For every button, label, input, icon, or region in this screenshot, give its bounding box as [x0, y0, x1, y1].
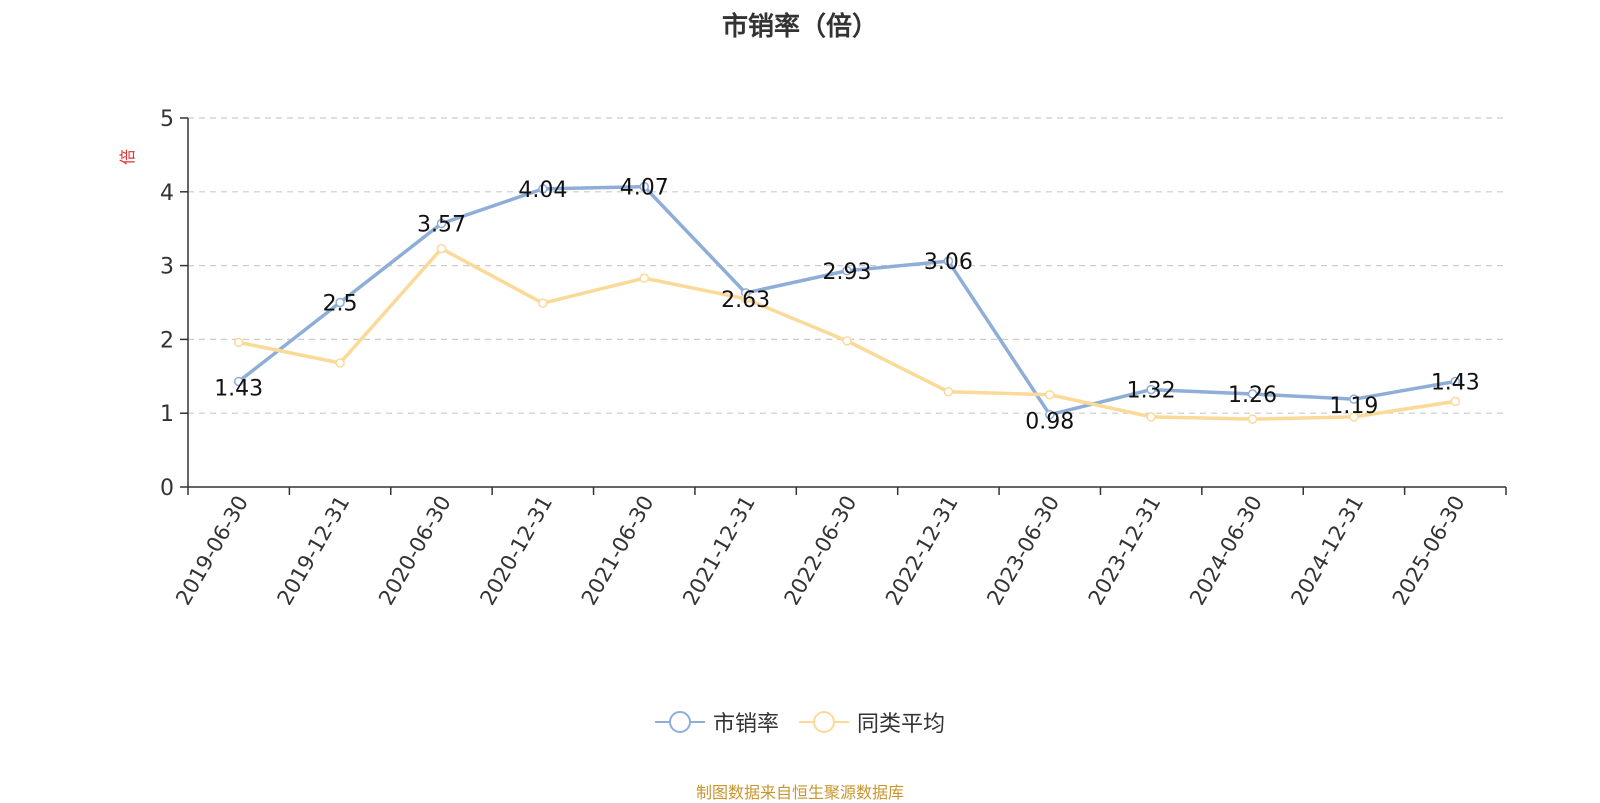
x-tick-label: 2022-06-30: [780, 492, 862, 610]
y-tick-label: 4: [160, 181, 174, 206]
x-tick-label: 2021-06-30: [577, 492, 659, 610]
data-labels: 1.43 2.5 3.57 4.04 4.07 2.63 2.93 3.06 0.98 1.32 1…: [214, 176, 1480, 435]
x-tick-label: 2023-12-31: [1084, 492, 1166, 610]
data-label: 1.43: [214, 376, 263, 401]
source-note: 制图数据来自恒生聚源数据库: [695, 783, 904, 802]
data-point: [233, 376, 244, 387]
data-label: 1.19: [1329, 394, 1378, 419]
y-tick-label: 0: [160, 476, 174, 501]
data-label: 4.04: [518, 178, 567, 203]
x-tick-label: 2019-06-30: [171, 492, 253, 610]
x-tick-label: 2020-12-31: [475, 492, 557, 610]
data-point: [335, 358, 345, 368]
data-point: [1450, 376, 1461, 387]
data-point: [1349, 412, 1359, 422]
data-label: 2.5: [323, 292, 358, 317]
x-tick-label: 2019-12-31: [273, 492, 355, 610]
data-point: [436, 243, 447, 254]
data-point: [436, 218, 447, 229]
data-point: [943, 256, 954, 266]
data-label: 1.32: [1127, 379, 1176, 404]
legend: 市销率 同类平均: [0, 706, 1600, 738]
data-point: [740, 294, 751, 304]
data-label: 1.43: [1431, 370, 1480, 395]
x-tick-label: 2024-12-31: [1286, 492, 1368, 610]
data-point: [639, 273, 649, 283]
x-tick-label: 2024-06-30: [1185, 492, 1267, 610]
data-point: [842, 266, 852, 276]
data-label: 1.26: [1228, 383, 1277, 408]
data-point: [1349, 394, 1359, 404]
x-tick-label: 2022-12-31: [881, 492, 963, 610]
data-label: 2.63: [721, 288, 770, 313]
data-point: [1045, 390, 1055, 400]
data-label: 3.06: [924, 250, 973, 275]
data-point: [1247, 414, 1258, 424]
y-tick-label: 1: [160, 402, 174, 427]
y-tick-label: 3: [160, 255, 174, 280]
y-axis-label: 倍: [118, 149, 137, 165]
legend-label: 市销率: [712, 712, 779, 737]
data-point: [538, 298, 548, 308]
legend-marker-icon: [654, 711, 705, 733]
series-lines: [233, 181, 1461, 424]
data-point: [233, 337, 244, 348]
data-point: [1146, 412, 1156, 422]
data-label: 0.98: [1025, 410, 1074, 435]
data-point: [1045, 409, 1055, 420]
data-label: 2.93: [823, 260, 872, 285]
y-tick-label: 5: [160, 107, 174, 132]
data-point: [335, 297, 345, 308]
data-point: [1247, 389, 1258, 399]
legend-label: 同类平均: [857, 712, 946, 737]
chart-title: 市销率（倍）: [721, 12, 878, 42]
data-point: [842, 336, 852, 346]
legend-item-sales-ratio[interactable]: 市销率: [654, 706, 779, 738]
data-point: [639, 181, 649, 192]
data-point: [943, 387, 954, 397]
x-tick-label: 2025-06-30: [1388, 492, 1470, 610]
data-point: [538, 184, 548, 194]
x-tick-label: 2023-06-30: [982, 492, 1064, 610]
data-point: [1450, 396, 1461, 407]
x-tick-label: 2021-12-31: [678, 492, 760, 610]
legend-item-peer-average[interactable]: 同类平均: [799, 706, 945, 738]
y-tick-label: 2: [160, 328, 174, 353]
data-point: [1146, 384, 1156, 395]
data-label: 4.07: [620, 176, 669, 201]
data-label: 3.57: [417, 213, 466, 238]
x-tick-label: 2020-06-30: [374, 492, 456, 610]
legend-marker-icon: [799, 711, 849, 733]
